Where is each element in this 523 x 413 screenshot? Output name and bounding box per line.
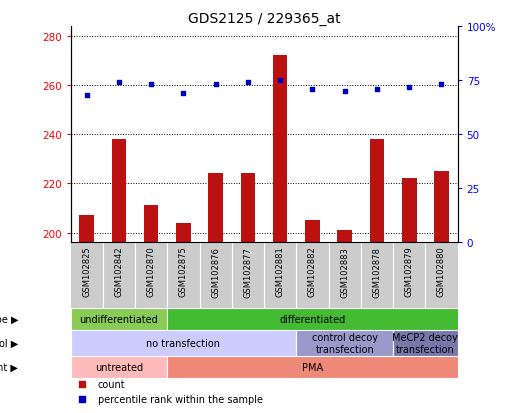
- Bar: [402, 179, 416, 243]
- Text: agent ▶: agent ▶: [0, 362, 18, 372]
- Bar: [209, 174, 223, 243]
- Point: [78, 396, 86, 403]
- Point: [78, 381, 86, 388]
- Text: control decoy
transfection: control decoy transfection: [312, 332, 378, 354]
- Text: GSM102882: GSM102882: [308, 246, 317, 297]
- Bar: [393, 330, 458, 356]
- Bar: [71, 330, 297, 356]
- Bar: [297, 330, 393, 356]
- Point: [373, 86, 381, 93]
- Point: [276, 78, 285, 84]
- Bar: [144, 206, 158, 243]
- Bar: [337, 230, 352, 243]
- Text: PMA: PMA: [302, 362, 323, 372]
- Text: GSM102876: GSM102876: [211, 246, 220, 297]
- Bar: [273, 56, 288, 243]
- Bar: [167, 309, 458, 330]
- Point: [405, 84, 413, 90]
- Text: GSM102825: GSM102825: [82, 246, 91, 297]
- Point: [437, 82, 446, 88]
- Point: [211, 82, 220, 88]
- Bar: [79, 216, 94, 243]
- Text: GSM102878: GSM102878: [372, 246, 381, 297]
- Text: cell type ▶: cell type ▶: [0, 314, 18, 324]
- Text: MeCP2 decoy
transfection: MeCP2 decoy transfection: [392, 332, 458, 354]
- Point: [309, 86, 317, 93]
- Text: undifferentiated: undifferentiated: [79, 314, 158, 324]
- Text: GSM102870: GSM102870: [147, 246, 156, 297]
- Text: GSM102842: GSM102842: [115, 246, 123, 297]
- Bar: [176, 223, 191, 243]
- Text: GSM102875: GSM102875: [179, 246, 188, 297]
- Bar: [71, 309, 167, 330]
- Text: GSM102879: GSM102879: [405, 246, 414, 297]
- Bar: [112, 140, 126, 243]
- Text: differentiated: differentiated: [279, 314, 346, 324]
- Point: [244, 80, 252, 86]
- Text: GSM102883: GSM102883: [340, 246, 349, 297]
- Text: GSM102877: GSM102877: [244, 246, 253, 297]
- Bar: [167, 356, 458, 378]
- Point: [179, 90, 188, 97]
- Text: count: count: [98, 380, 126, 389]
- Bar: [370, 140, 384, 243]
- Text: GSM102880: GSM102880: [437, 246, 446, 297]
- Bar: [434, 172, 449, 243]
- Text: untreated: untreated: [95, 362, 143, 372]
- Bar: [241, 174, 255, 243]
- Text: percentile rank within the sample: percentile rank within the sample: [98, 394, 263, 404]
- Bar: [305, 221, 320, 243]
- Point: [340, 88, 349, 95]
- Text: protocol ▶: protocol ▶: [0, 338, 18, 348]
- Title: GDS2125 / 229365_at: GDS2125 / 229365_at: [188, 12, 340, 26]
- Text: no transfection: no transfection: [146, 338, 221, 348]
- Text: GSM102881: GSM102881: [276, 246, 285, 297]
- Point: [115, 80, 123, 86]
- Bar: [71, 356, 167, 378]
- Point: [147, 82, 155, 88]
- Point: [83, 93, 91, 99]
